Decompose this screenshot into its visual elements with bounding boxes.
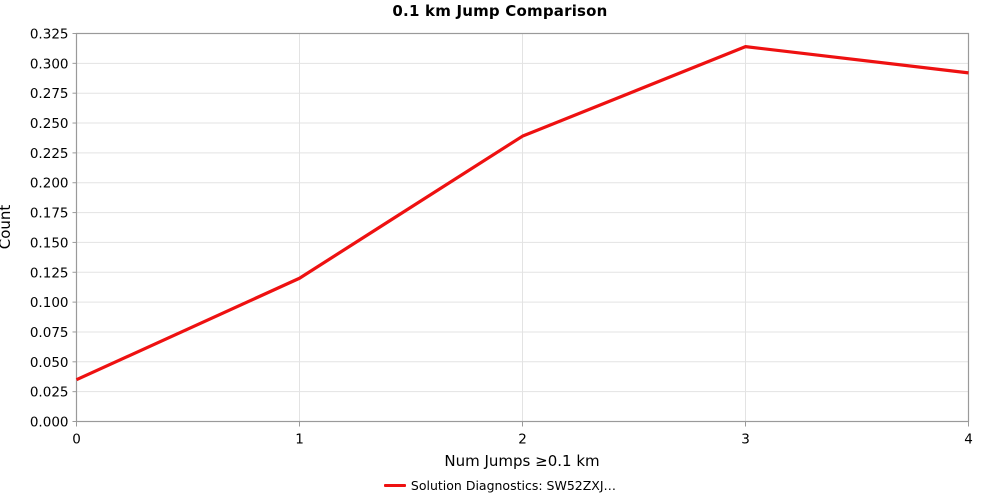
y-tick-label: 0.025 — [30, 385, 69, 401]
series-line-0 — [75, 45, 969, 382]
x-tick-label: 3 — [741, 432, 750, 448]
y-tick-label: 0.200 — [30, 176, 69, 192]
y-tick-label: 0.075 — [30, 325, 69, 341]
y-tick-label: 0.050 — [30, 355, 69, 371]
x-tick-marks — [76, 33, 969, 427]
y-tick-marks — [72, 33, 77, 422]
y-tick-label: 0.325 — [30, 27, 69, 43]
legend-item-series-0[interactable]: Solution Diagnostics: SW52ZXJ… — [383, 478, 617, 493]
y-tick-label: 0.300 — [30, 56, 69, 72]
x-tick-label: 2 — [518, 432, 527, 448]
legend-item-label: Solution Diagnostics: SW52ZXJ… — [410, 478, 617, 493]
y-tick-label: 0.100 — [30, 295, 69, 311]
y-tick-label: 0.225 — [30, 146, 69, 162]
y-tick-label: 0.250 — [30, 116, 69, 132]
x-tick-labels: 0 1 2 3 4 — [72, 432, 973, 448]
chart-title: 0.1 km Jump Comparison — [392, 2, 608, 20]
y-axis-title: Count — [0, 205, 14, 250]
y-tick-label: 0.000 — [30, 415, 69, 431]
legend-color-swatch — [383, 484, 406, 487]
data-series-group — [75, 45, 969, 382]
x-tick-label: 0 — [72, 432, 81, 448]
y-tick-label: 0.150 — [30, 235, 69, 251]
x-axis-title: Num Jumps ≥0.1 km — [444, 452, 599, 470]
y-tick-label: 0.175 — [30, 206, 69, 222]
x-tick-label: 1 — [295, 432, 304, 448]
chart-legend: Solution Diagnostics: SW52ZXJ… — [0, 478, 1000, 493]
x-tick-label: 4 — [964, 432, 973, 448]
y-tick-labels: 0.000 0.025 0.050 0.075 0.100 0.125 0.150 0.175… — [30, 27, 69, 431]
y-tick-label: 0.275 — [30, 86, 69, 102]
plot-frame — [75, 32, 970, 423]
y-tick-label: 0.125 — [30, 265, 69, 281]
